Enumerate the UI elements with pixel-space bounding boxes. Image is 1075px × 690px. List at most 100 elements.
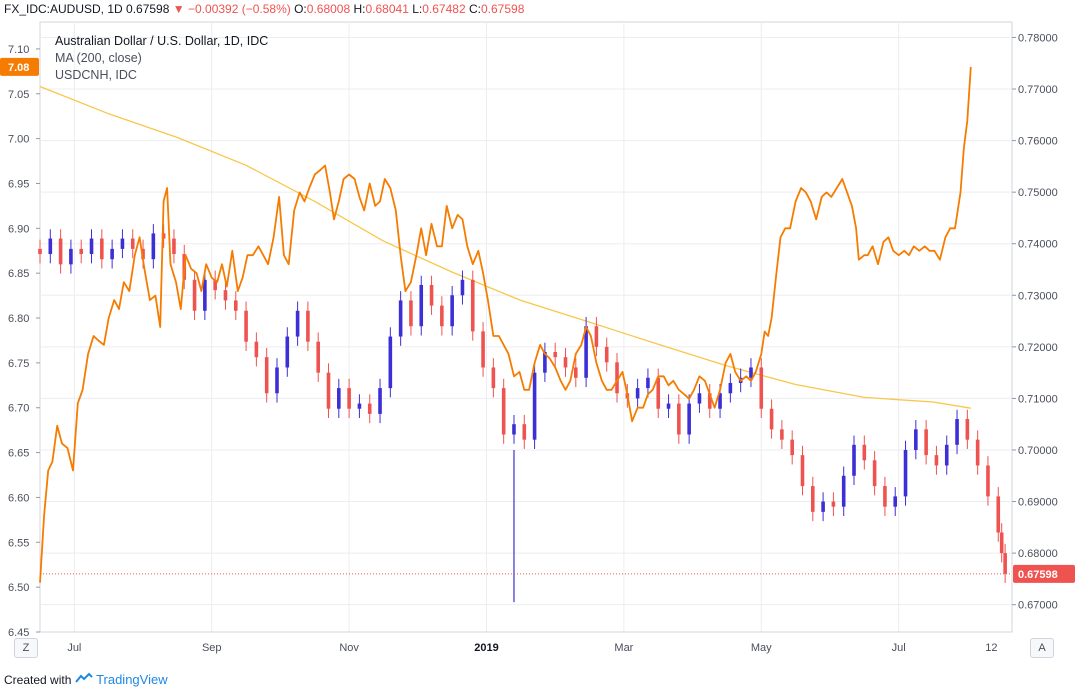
candle-body[interactable] bbox=[759, 367, 764, 409]
candle-body[interactable] bbox=[347, 388, 351, 409]
candle-body[interactable] bbox=[306, 310, 310, 342]
tradingview-link[interactable]: TradingView bbox=[96, 672, 168, 687]
candle-body[interactable] bbox=[769, 408, 774, 430]
symbol-label[interactable]: FX_IDC:AUDUSD, 1D bbox=[4, 2, 123, 16]
candle-body[interactable] bbox=[419, 284, 424, 327]
candle-body[interactable] bbox=[903, 449, 908, 497]
candle-body[interactable] bbox=[501, 388, 506, 435]
candle-body[interactable] bbox=[790, 439, 794, 456]
candle-body[interactable] bbox=[440, 305, 444, 327]
candle-body[interactable] bbox=[841, 475, 846, 507]
candle-body[interactable] bbox=[687, 403, 691, 435]
candle-body[interactable] bbox=[553, 352, 557, 358]
candle-body[interactable] bbox=[69, 248, 73, 265]
legend-overlay[interactable]: USDCNH, IDC bbox=[55, 68, 137, 82]
ma-200-line[interactable] bbox=[39, 85, 971, 409]
candle-body[interactable] bbox=[986, 465, 990, 497]
candle-body[interactable] bbox=[398, 300, 403, 337]
candle-body[interactable] bbox=[100, 238, 104, 260]
candle-body[interactable] bbox=[429, 284, 434, 306]
candle-body[interactable] bbox=[594, 326, 599, 347]
candle-body[interactable] bbox=[357, 403, 362, 409]
candle-body[interactable] bbox=[450, 295, 454, 327]
candle-body[interactable] bbox=[285, 336, 290, 368]
candle-body[interactable] bbox=[718, 393, 722, 409]
legend-ma[interactable]: MA (200, close) bbox=[55, 51, 142, 65]
usdcnh-line[interactable] bbox=[39, 66, 972, 583]
candle-body[interactable] bbox=[470, 279, 475, 332]
candle-body[interactable] bbox=[79, 248, 84, 255]
candle-body[interactable] bbox=[120, 238, 125, 249]
candle-body[interactable] bbox=[58, 238, 63, 265]
candle-body[interactable] bbox=[965, 419, 970, 440]
auto-scale-right-button[interactable]: A bbox=[1030, 638, 1054, 658]
candle-body[interactable] bbox=[677, 403, 681, 435]
candle-body[interactable] bbox=[934, 455, 939, 466]
candle-body[interactable] bbox=[924, 429, 928, 456]
candle-body[interactable] bbox=[337, 388, 341, 409]
candle-body[interactable] bbox=[584, 326, 588, 378]
candle-body[interactable] bbox=[780, 429, 784, 440]
candle-body[interactable] bbox=[244, 310, 248, 342]
candle-body[interactable] bbox=[800, 455, 805, 487]
candle-body[interactable] bbox=[172, 238, 176, 255]
candle-body[interactable] bbox=[999, 532, 1004, 554]
candle-body[interactable] bbox=[130, 238, 135, 249]
candle-body[interactable] bbox=[852, 444, 856, 476]
candle-body[interactable] bbox=[151, 233, 156, 260]
candle-body[interactable] bbox=[512, 424, 516, 435]
candle-body[interactable] bbox=[264, 357, 269, 394]
candle-body[interactable] bbox=[203, 279, 207, 311]
candle-body[interactable] bbox=[810, 486, 815, 512]
candle-body[interactable] bbox=[872, 460, 877, 487]
candle-body[interactable] bbox=[914, 429, 918, 450]
candle-body[interactable] bbox=[233, 300, 238, 311]
candle-body[interactable] bbox=[460, 279, 465, 296]
candle-body[interactable] bbox=[604, 346, 609, 363]
candle-body[interactable] bbox=[223, 290, 228, 301]
candle-body[interactable] bbox=[749, 367, 753, 378]
candle-body[interactable] bbox=[481, 331, 485, 368]
candle-body[interactable] bbox=[409, 300, 413, 327]
candle-body[interactable] bbox=[532, 372, 537, 440]
candle-body[interactable] bbox=[996, 496, 1001, 533]
candle-body[interactable] bbox=[110, 248, 114, 260]
candle-body[interactable] bbox=[213, 279, 217, 291]
candle-body[interactable] bbox=[48, 238, 53, 255]
candle-body[interactable] bbox=[697, 393, 702, 404]
candle-body[interactable] bbox=[728, 382, 733, 394]
candle-body[interactable] bbox=[378, 388, 382, 414]
candle-body[interactable] bbox=[955, 419, 959, 445]
candle-body[interactable] bbox=[89, 238, 94, 255]
candle-body[interactable] bbox=[563, 357, 568, 368]
candle-body[interactable] bbox=[883, 486, 887, 507]
candle-body[interactable] bbox=[615, 362, 619, 394]
candle-body[interactable] bbox=[367, 403, 372, 414]
candle-body[interactable] bbox=[295, 310, 300, 337]
candle-body[interactable] bbox=[893, 496, 898, 507]
candle-body[interactable] bbox=[254, 341, 259, 358]
candle-body[interactable] bbox=[326, 372, 331, 409]
auto-scale-left-button[interactable]: Z bbox=[14, 638, 38, 658]
candle-body[interactable] bbox=[491, 367, 496, 389]
candle-body[interactable] bbox=[707, 393, 712, 409]
candle-body[interactable] bbox=[316, 341, 321, 373]
candle-body[interactable] bbox=[275, 367, 279, 394]
candle-body[interactable] bbox=[666, 403, 671, 409]
candle-body[interactable] bbox=[192, 279, 197, 311]
legend-title[interactable]: Australian Dollar / U.S. Dollar, 1D, IDC bbox=[55, 34, 269, 48]
candle-body[interactable] bbox=[161, 233, 166, 239]
candle-body[interactable] bbox=[944, 444, 949, 466]
candle-body[interactable] bbox=[635, 388, 640, 399]
candle-body[interactable] bbox=[975, 439, 980, 466]
candle-body[interactable] bbox=[574, 367, 578, 378]
candle-body[interactable] bbox=[522, 424, 527, 440]
candle-body[interactable] bbox=[388, 336, 393, 389]
candle-body[interactable] bbox=[543, 352, 547, 373]
candle-body[interactable] bbox=[646, 377, 650, 389]
candle-body[interactable] bbox=[656, 377, 661, 409]
candle-body[interactable] bbox=[862, 444, 867, 461]
candle-body[interactable] bbox=[38, 248, 42, 255]
candle-body[interactable] bbox=[821, 501, 825, 512]
